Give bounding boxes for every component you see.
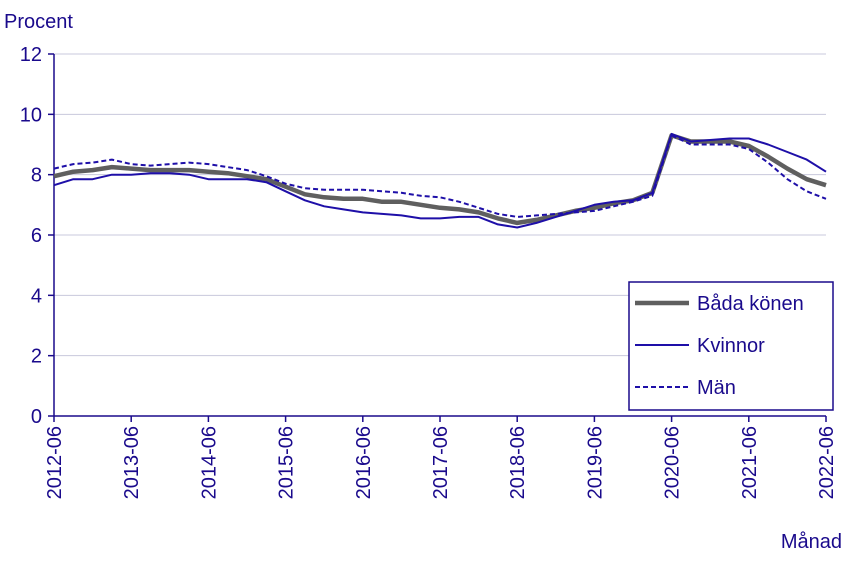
y-tick-label: 2 [31,346,42,368]
y-axis-label: Procent [4,11,73,33]
x-tick-label: 2015-06 [276,426,298,499]
legend-label: Båda könen [697,293,804,315]
x-tick-label: 2014-06 [198,426,220,499]
series-line [53,132,827,229]
x-tick-label: 2018-06 [507,426,529,499]
series-line [53,134,827,218]
x-tick-label: 2017-06 [430,426,452,499]
y-tick-label: 8 [31,165,42,187]
y-tick-label: 4 [31,285,42,307]
x-tick-label: 2021-06 [739,426,761,499]
legend-label: Kvinnor [697,335,765,357]
x-tick-label: 2020-06 [662,426,684,499]
legend-label: Män [697,377,736,399]
x-tick-label: 2012-06 [44,426,66,499]
x-axis-label: Månad [781,531,842,553]
x-tick-label: 2016-06 [353,426,375,499]
y-tick-label: 10 [20,104,42,126]
x-tick-label: 2022-06 [816,426,838,499]
series-line [53,133,827,226]
x-tick-label: 2013-06 [121,426,143,499]
y-tick-label: 6 [31,225,42,247]
y-tick-label: 0 [31,406,42,428]
y-tick-label: 12 [20,44,42,66]
x-tick-label: 2019-06 [584,426,606,499]
